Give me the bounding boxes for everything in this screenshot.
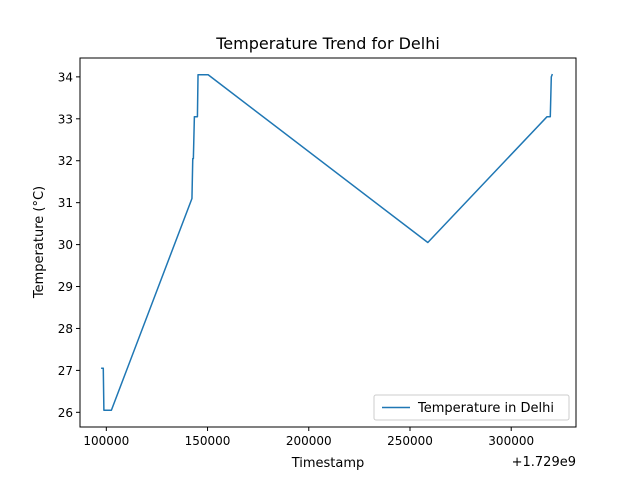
plot-area xyxy=(79,57,577,428)
y-tick-label: 30 xyxy=(58,238,73,252)
legend: Temperature in Delhi xyxy=(373,394,570,421)
axes-frame xyxy=(79,57,577,428)
legend-box xyxy=(373,394,570,421)
y-tick-label: 33 xyxy=(58,112,73,126)
y-tick-label: 26 xyxy=(58,406,73,420)
x-axis-ticks: 100000 150000 200000 250000 300000 xyxy=(83,427,534,448)
x-tick-label: 150000 xyxy=(185,434,231,448)
x-tick-label: 100000 xyxy=(83,434,129,448)
y-axis-ticks: 26 27 28 29 30 31 32 33 34 xyxy=(58,70,80,420)
y-tick-label: 32 xyxy=(58,154,73,168)
series-line-temperature xyxy=(101,73,554,411)
x-tick-label: 300000 xyxy=(488,434,534,448)
legend-label: Temperature in Delhi xyxy=(417,401,554,416)
y-tick-label: 28 xyxy=(58,322,73,336)
y-tick-label: 31 xyxy=(58,196,73,210)
y-tick-label: 27 xyxy=(58,364,73,378)
x-axis-label: Timestamp xyxy=(291,456,365,471)
y-axis-label: Temperature (°C) xyxy=(32,186,47,299)
x-tick-label: 250000 xyxy=(387,434,433,448)
x-tick-label: 200000 xyxy=(286,434,332,448)
y-tick-label: 29 xyxy=(58,280,73,294)
y-tick-label: 34 xyxy=(58,70,73,84)
chart-title: Temperature Trend for Delhi xyxy=(215,34,440,53)
x-axis-offset-label: +1.729e9 xyxy=(512,455,576,470)
